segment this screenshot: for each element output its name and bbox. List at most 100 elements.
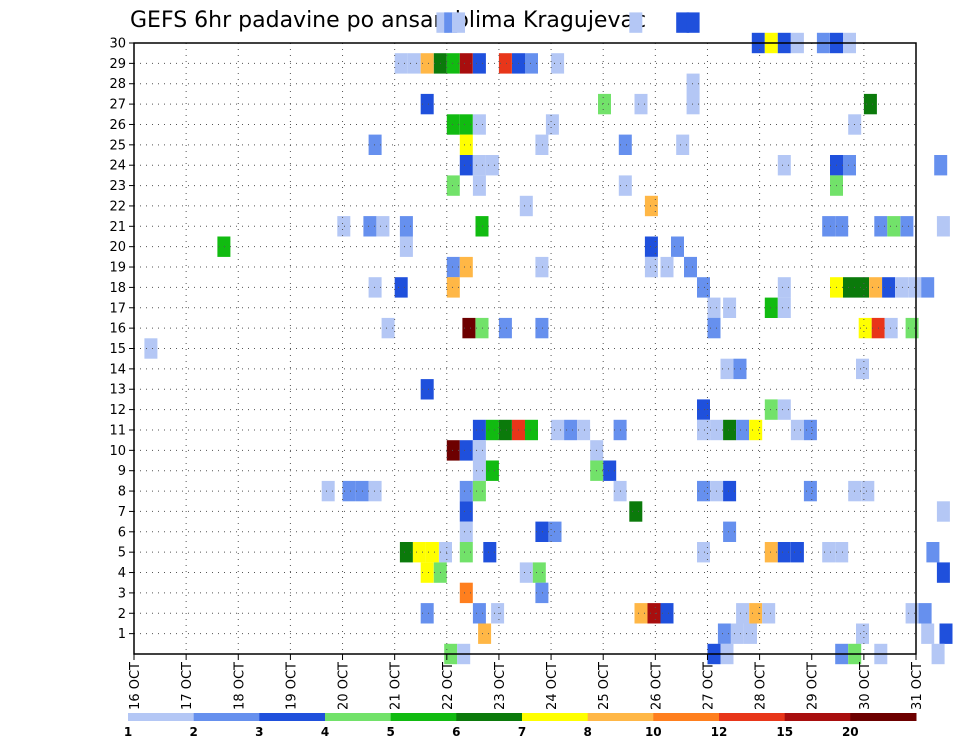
heatmap-cell-3 (629, 12, 643, 33)
x-tick-label-14: 30 OCT (858, 662, 873, 710)
y-tick-label-26: 26 (109, 118, 126, 133)
heatmap-cell-179 (736, 603, 750, 624)
heatmap-cell-91 (381, 317, 395, 339)
heatmap-cell-136 (368, 480, 382, 502)
colorbar-label-7: 7 (518, 725, 526, 739)
heatmap-cell-181 (762, 603, 776, 624)
heatmap-cell-20 (498, 53, 512, 74)
heatmap-cell-113 (525, 419, 538, 441)
heatmap-cell-17 (446, 53, 460, 74)
heatmap-cell-28 (686, 93, 700, 115)
heatmap-cell-32 (472, 114, 486, 135)
colorbar-label-3: 3 (255, 725, 263, 739)
heatmap-cell-149 (459, 521, 473, 542)
y-axis: 1234567891011121314151617181920212223242… (109, 37, 134, 642)
heatmap-cell-127 (472, 440, 486, 461)
heatmap-cell-61 (887, 216, 901, 237)
heatmap-cell-183 (918, 603, 932, 624)
heatmap-cell-189 (921, 623, 935, 644)
y-tick-label-17: 17 (109, 301, 126, 316)
heatmap-cell-169 (532, 562, 546, 583)
heatmap-cell-145 (861, 480, 875, 502)
y-tick-label-24: 24 (109, 159, 126, 174)
x-tick-label-1: 17 OCT (180, 662, 195, 710)
heatmap-cell-110 (485, 419, 499, 441)
heatmap-cell-153 (399, 542, 413, 563)
heatmap-cell-170 (936, 562, 950, 583)
y-tick-label-16: 16 (109, 322, 126, 337)
heatmap-cell-166 (420, 562, 434, 583)
y-tick-label-12: 12 (109, 403, 126, 418)
heatmap-cell-22 (525, 53, 538, 74)
colorbar-segment-11 (784, 713, 851, 721)
heatmap-cell-60 (874, 216, 888, 237)
heatmap-cell-62 (900, 216, 914, 237)
heatmap-cell-78 (777, 277, 791, 298)
heatmap-cell-47 (446, 175, 460, 196)
colorbar-segment-6 (456, 713, 523, 721)
x-tick-label-8: 24 OCT (545, 662, 560, 710)
heatmap-cell-14 (407, 53, 421, 74)
heatmap-cell-174 (472, 603, 486, 624)
heatmap-cell-51 (519, 195, 533, 217)
heatmap-cell-46 (934, 155, 948, 176)
y-tick-label-14: 14 (109, 362, 126, 377)
heatmap-cell-148 (936, 501, 950, 522)
heatmap-cell-67 (671, 236, 684, 257)
colorbar-label-5: 5 (387, 725, 395, 739)
heatmap-cell-74 (368, 277, 382, 298)
heatmap-cell-175 (491, 603, 505, 624)
heatmap-cell-165 (926, 542, 940, 563)
heatmap-cell-2 (452, 12, 465, 33)
y-tick-label-10: 10 (109, 444, 126, 459)
heatmap-cell-18 (459, 53, 473, 74)
colorbar-segment-7 (522, 713, 589, 721)
heatmap-cell-101 (144, 338, 158, 359)
y-tick-label-2: 2 (118, 607, 126, 622)
heatmap-cell-76 (446, 277, 460, 298)
heatmap-cell-13 (394, 53, 408, 74)
y-tick-label-13: 13 (109, 383, 126, 398)
heatmap-cell-87 (707, 297, 721, 318)
heatmap-cell-157 (459, 542, 473, 563)
x-tick-label-10: 26 OCT (649, 662, 664, 710)
colorbar-label-6: 6 (452, 725, 460, 739)
heatmap-cell-19 (472, 53, 486, 74)
heatmap-cell-147 (629, 501, 643, 522)
heatmap-cell-49 (618, 175, 632, 196)
colorbar-segment-12 (850, 713, 917, 721)
heatmap-cell-120 (723, 419, 737, 441)
heatmap-cell-63 (936, 216, 950, 237)
x-tick-label-11: 27 OCT (701, 662, 716, 710)
heatmap-cell-31 (459, 114, 473, 135)
heatmap-cell-162 (790, 542, 804, 563)
heatmap-cell-29 (863, 93, 877, 115)
heatmap-cell-160 (764, 542, 778, 563)
heatmap-cell-180 (749, 603, 763, 624)
heatmap-cell-92 (462, 317, 476, 339)
colorbar-segment-5 (390, 713, 457, 721)
heatmap-cell-42 (485, 155, 499, 176)
y-tick-label-1: 1 (118, 627, 126, 642)
plot-frame (133, 42, 917, 655)
heatmap-cell-69 (459, 256, 473, 278)
y-tick-label-15: 15 (109, 342, 126, 357)
x-tick-label-9: 25 OCT (597, 662, 612, 710)
heatmap-cell-173 (420, 603, 434, 624)
heatmap-cell-40 (459, 155, 473, 176)
y-tick-label-27: 27 (109, 98, 126, 113)
colorbar-legend: 1 2 3 4 5 6 7 8 10 12 15 20 (124, 713, 917, 739)
heatmap-cell-58 (822, 216, 836, 237)
heatmap-cell-161 (777, 542, 791, 563)
heatmap-cell-163 (822, 542, 836, 563)
heatmap-cell-59 (835, 216, 849, 237)
heatmap-cell-190 (939, 623, 953, 644)
heatmap-cell-106 (697, 399, 710, 420)
heatmap-cell-82 (869, 277, 883, 298)
heatmap-cell-4 (676, 12, 690, 33)
x-tick-label-15: 31 OCT (910, 662, 925, 710)
colorbar-label-15: 15 (776, 725, 793, 739)
heatmap-cell-70 (535, 256, 549, 278)
heatmap-cell-130 (485, 460, 499, 481)
y-tick-label-19: 19 (109, 261, 126, 276)
